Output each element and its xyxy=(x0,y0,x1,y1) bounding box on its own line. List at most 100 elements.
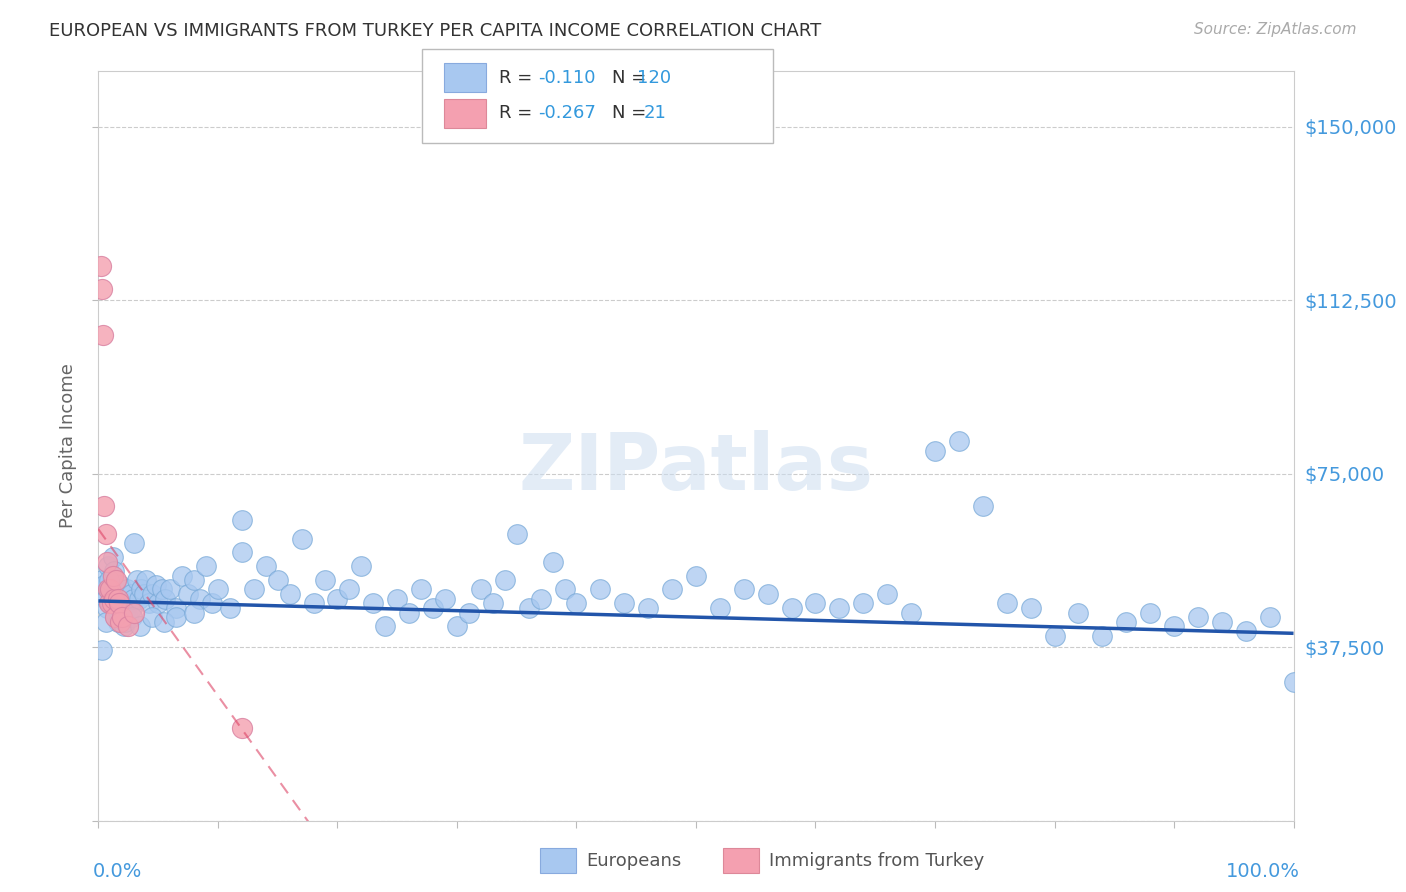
Point xyxy=(1234,624,1257,638)
Point xyxy=(93,499,115,513)
Point xyxy=(541,555,564,569)
Point xyxy=(148,596,170,610)
Point xyxy=(97,582,120,597)
Point xyxy=(131,582,153,597)
Point xyxy=(302,596,325,610)
Point xyxy=(141,587,163,601)
Point xyxy=(104,610,127,624)
Point xyxy=(121,610,143,624)
Point xyxy=(91,587,114,601)
Point xyxy=(481,596,505,610)
Point xyxy=(150,582,173,597)
Point xyxy=(98,573,121,587)
Point xyxy=(613,596,636,610)
Point xyxy=(111,610,134,624)
Point xyxy=(554,582,576,597)
Point xyxy=(494,573,516,587)
Point xyxy=(112,619,135,633)
Point xyxy=(125,573,148,587)
Text: -0.267: -0.267 xyxy=(538,104,596,122)
Point xyxy=(100,568,122,582)
Point xyxy=(446,619,468,633)
Point xyxy=(828,600,851,615)
Point xyxy=(103,564,125,578)
Point xyxy=(1115,615,1137,629)
Point xyxy=(231,545,253,559)
Point xyxy=(98,582,122,597)
Point xyxy=(972,499,994,513)
Point xyxy=(114,606,136,620)
Point xyxy=(97,559,120,574)
Point xyxy=(231,721,253,735)
Text: R =: R = xyxy=(499,69,538,87)
Point xyxy=(98,596,121,610)
Point xyxy=(111,610,134,624)
Point xyxy=(183,606,205,620)
Point xyxy=(118,596,141,610)
Point xyxy=(91,573,114,587)
Point xyxy=(422,600,444,615)
Text: ZIPatlas: ZIPatlas xyxy=(519,431,873,507)
Point xyxy=(350,559,373,574)
Point xyxy=(172,568,194,582)
Point xyxy=(661,582,683,597)
Point xyxy=(132,587,155,601)
Point xyxy=(98,596,122,610)
Point xyxy=(93,578,115,592)
Point xyxy=(1139,606,1161,620)
Point xyxy=(122,591,145,606)
Point xyxy=(155,591,177,606)
Point xyxy=(207,582,229,597)
Point xyxy=(104,610,127,624)
Point xyxy=(105,573,128,587)
Point xyxy=(339,582,361,597)
Point xyxy=(138,596,160,610)
Point xyxy=(565,596,588,610)
Point xyxy=(110,600,132,615)
Point xyxy=(91,328,114,343)
Text: 0.0%: 0.0% xyxy=(93,862,142,881)
Point xyxy=(107,591,129,606)
Point xyxy=(506,527,529,541)
Point xyxy=(141,610,163,624)
Point xyxy=(1187,610,1209,624)
Point xyxy=(709,600,731,615)
Point xyxy=(115,596,138,610)
Point xyxy=(385,591,409,606)
Point xyxy=(108,615,131,629)
Point xyxy=(117,619,139,633)
Point xyxy=(852,596,875,610)
Point xyxy=(1163,619,1185,633)
Point xyxy=(100,596,122,610)
Point xyxy=(94,591,117,606)
Point xyxy=(637,600,659,615)
Point xyxy=(995,596,1018,610)
Point xyxy=(91,282,114,296)
Point xyxy=(145,578,167,592)
Point xyxy=(107,596,129,610)
Point xyxy=(98,582,121,597)
Point xyxy=(219,600,242,615)
Point xyxy=(121,600,143,615)
Point xyxy=(1043,629,1066,643)
Point xyxy=(1282,674,1305,689)
Point xyxy=(458,606,481,620)
Point xyxy=(94,527,117,541)
Point xyxy=(267,573,290,587)
Point xyxy=(1067,606,1090,620)
Point xyxy=(91,642,114,657)
Point xyxy=(756,587,779,601)
Text: R =: R = xyxy=(499,104,538,122)
Point xyxy=(1091,629,1114,643)
Point xyxy=(291,532,314,546)
Text: Source: ZipAtlas.com: Source: ZipAtlas.com xyxy=(1194,22,1357,37)
Text: Immigrants from Turkey: Immigrants from Turkey xyxy=(769,852,984,870)
Point xyxy=(188,591,211,606)
Point xyxy=(530,591,553,606)
Point xyxy=(195,559,218,574)
Point xyxy=(948,434,970,449)
Point xyxy=(243,582,266,597)
Point xyxy=(900,606,922,620)
Point xyxy=(107,615,129,629)
Text: N =: N = xyxy=(612,104,658,122)
